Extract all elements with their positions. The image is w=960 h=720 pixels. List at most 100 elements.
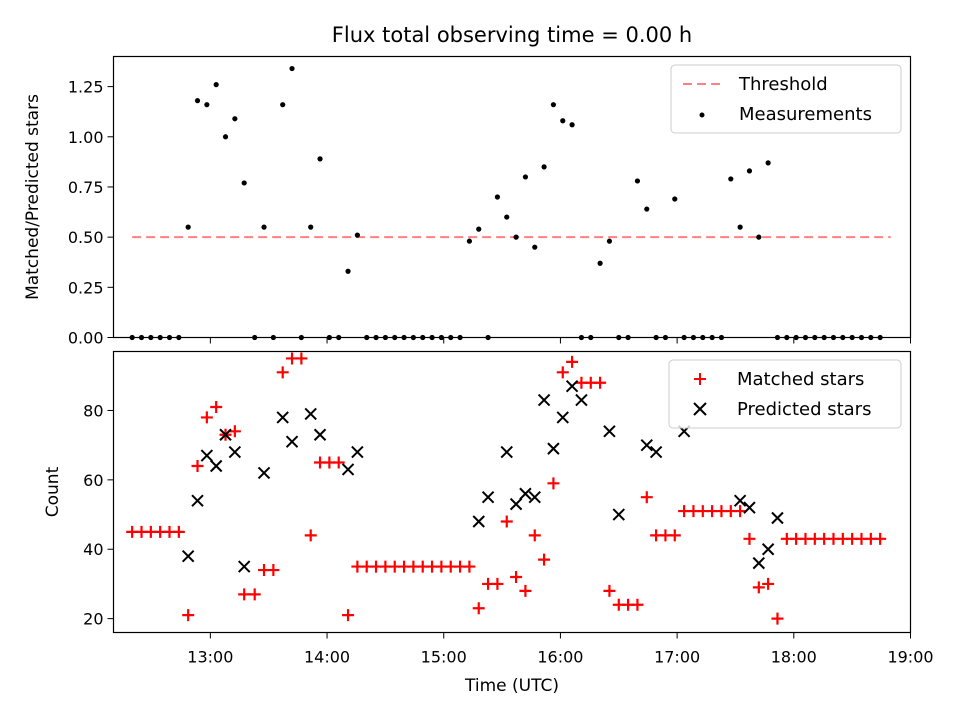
top-ytick-label: 1.25 bbox=[68, 78, 104, 97]
measurement-point bbox=[522, 174, 529, 180]
predicted-star-point bbox=[528, 490, 541, 504]
top-y-axis-label: Matched/Predicted stars bbox=[23, 94, 43, 300]
predicted-star-point bbox=[519, 487, 532, 500]
measurement-point bbox=[354, 232, 360, 238]
measurement-point bbox=[213, 82, 219, 88]
predicted-star-point bbox=[237, 560, 251, 573]
measurements-legend-icon bbox=[699, 112, 705, 118]
matched-star-point bbox=[640, 491, 653, 504]
matched-star-point bbox=[276, 366, 289, 379]
bottom-xtick-label: 15:00 bbox=[421, 648, 467, 667]
predicted-star-point bbox=[472, 515, 485, 528]
bottom-x-axis-label: Time (UTC) bbox=[464, 676, 559, 696]
predicted-star-point bbox=[575, 393, 588, 407]
matched-star-point bbox=[519, 584, 532, 597]
measurement-point bbox=[476, 226, 482, 232]
bottom-xtick-label: 16:00 bbox=[537, 648, 583, 667]
bottom-x-ticks: 13:00 14:00 15:00 16:00 17:00 18:00 19:00 bbox=[187, 632, 934, 667]
predicted-star-point bbox=[276, 411, 289, 424]
matched-star-point bbox=[752, 581, 765, 594]
threshold-legend-label: Threshold bbox=[738, 74, 828, 95]
predicted-star-point bbox=[313, 428, 327, 441]
measurement-point bbox=[308, 224, 314, 230]
matched-star-point bbox=[743, 532, 756, 545]
predicted-stars-points bbox=[181, 379, 784, 573]
matched-star-point bbox=[463, 560, 476, 573]
predicted-star-point bbox=[200, 449, 214, 462]
measurement-point bbox=[345, 268, 351, 274]
predicted-star-point bbox=[649, 445, 663, 459]
bottom-xtick-label: 19:00 bbox=[887, 648, 933, 667]
measurement-point bbox=[644, 206, 650, 212]
bottom-xtick-label: 17:00 bbox=[654, 648, 700, 667]
top-legend-box bbox=[670, 64, 902, 134]
predicted-star-point bbox=[537, 393, 551, 407]
predicted-star-point bbox=[612, 508, 625, 521]
bottom-xtick-label: 18:00 bbox=[771, 648, 817, 667]
measurement-point bbox=[317, 156, 323, 162]
matched-star-point bbox=[332, 456, 345, 469]
top-ytick-label: 0.50 bbox=[68, 228, 104, 247]
measurement-point bbox=[569, 122, 575, 128]
matched-star-point bbox=[228, 425, 241, 438]
predicted-star-point bbox=[509, 497, 523, 511]
matched-star-point bbox=[210, 401, 223, 414]
predicted-star-point bbox=[341, 463, 355, 476]
matched-star-point bbox=[556, 366, 569, 379]
measurement-point bbox=[194, 98, 201, 104]
measurement-point bbox=[728, 176, 734, 182]
measurement-point bbox=[494, 194, 501, 200]
bottom-plot-frame bbox=[112, 350, 912, 634]
matched-star-point bbox=[491, 577, 504, 590]
measurement-point bbox=[560, 118, 566, 124]
predicted-star-point bbox=[228, 445, 242, 459]
measurement-point bbox=[232, 116, 238, 122]
measurement-point bbox=[280, 102, 286, 108]
predicted-star-point bbox=[209, 459, 223, 473]
top-plot-frame bbox=[112, 55, 912, 339]
predicted-star-point bbox=[181, 549, 195, 563]
matched-star-point bbox=[874, 532, 887, 545]
measurement-point bbox=[532, 244, 538, 250]
matched-star-point bbox=[510, 570, 523, 583]
measurement-point bbox=[289, 65, 295, 72]
matched-star-point bbox=[668, 529, 681, 542]
matched-stars-points bbox=[126, 352, 887, 625]
matched-star-point bbox=[631, 598, 644, 611]
predicted-star-point bbox=[752, 556, 766, 570]
predicted-legend-icon bbox=[693, 402, 707, 416]
measurement-point bbox=[672, 196, 678, 202]
predicted-star-point bbox=[556, 411, 569, 424]
predicted-star-point bbox=[285, 435, 299, 448]
predicted-star-point bbox=[761, 543, 775, 556]
predicted-star-point bbox=[304, 407, 317, 421]
predicted-star-point bbox=[191, 494, 204, 507]
matched-legend-icon bbox=[694, 373, 706, 385]
matched-star-point bbox=[528, 529, 541, 542]
matched-star-point bbox=[200, 411, 213, 424]
measurement-point bbox=[504, 214, 510, 220]
predicted-star-point bbox=[565, 379, 579, 393]
measurement-point bbox=[737, 224, 743, 230]
measurement-point bbox=[513, 234, 519, 240]
top-ytick-label: 0.75 bbox=[68, 178, 104, 197]
top-ytick-label: 0.25 bbox=[68, 278, 104, 297]
matched-star-point bbox=[295, 352, 308, 365]
bottom-legend: Matched stars Predicted stars bbox=[668, 359, 902, 429]
top-ytick-label: 0.00 bbox=[68, 329, 104, 348]
matched-star-point bbox=[182, 609, 195, 622]
bottom-ytick-label: 20 bbox=[83, 610, 103, 629]
measurement-point bbox=[606, 238, 613, 244]
measurement-point bbox=[185, 224, 191, 230]
predicted-star-point bbox=[481, 490, 495, 504]
measurement-point bbox=[241, 180, 247, 186]
top-chart-title: Flux total observing time = 0.00 h bbox=[332, 23, 692, 47]
measurement-point bbox=[597, 260, 603, 266]
bottom-xtick-label: 13:00 bbox=[187, 648, 233, 667]
matched-star-point bbox=[603, 584, 616, 597]
predicted-star-point bbox=[640, 438, 653, 452]
measurement-point bbox=[204, 102, 210, 108]
matched-star-point bbox=[342, 609, 355, 622]
bottom-xtick-label: 14:00 bbox=[304, 648, 350, 667]
